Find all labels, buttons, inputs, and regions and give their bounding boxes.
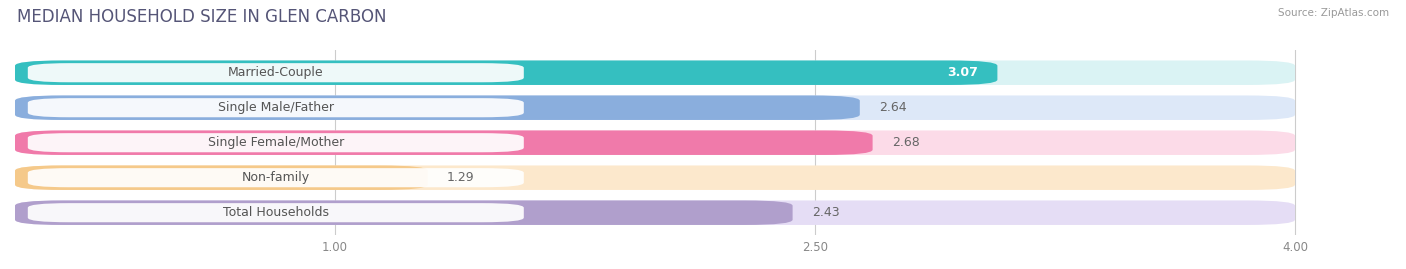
Text: Single Male/Father: Single Male/Father [218, 101, 333, 114]
FancyBboxPatch shape [15, 61, 1295, 85]
FancyBboxPatch shape [28, 203, 524, 222]
FancyBboxPatch shape [15, 130, 873, 155]
Text: Married-Couple: Married-Couple [228, 66, 323, 79]
FancyBboxPatch shape [28, 133, 524, 152]
FancyBboxPatch shape [15, 200, 793, 225]
Text: Single Female/Mother: Single Female/Mother [208, 136, 344, 149]
Text: Non-family: Non-family [242, 171, 309, 184]
FancyBboxPatch shape [15, 165, 1295, 190]
Text: 2.43: 2.43 [811, 206, 839, 219]
FancyBboxPatch shape [15, 95, 860, 120]
Text: 2.64: 2.64 [879, 101, 907, 114]
Text: Source: ZipAtlas.com: Source: ZipAtlas.com [1278, 8, 1389, 18]
Text: 3.07: 3.07 [948, 66, 979, 79]
FancyBboxPatch shape [15, 165, 427, 190]
FancyBboxPatch shape [15, 200, 1295, 225]
Text: 2.68: 2.68 [891, 136, 920, 149]
FancyBboxPatch shape [28, 168, 524, 187]
FancyBboxPatch shape [15, 61, 997, 85]
FancyBboxPatch shape [28, 63, 524, 82]
FancyBboxPatch shape [15, 95, 1295, 120]
Text: MEDIAN HOUSEHOLD SIZE IN GLEN CARBON: MEDIAN HOUSEHOLD SIZE IN GLEN CARBON [17, 8, 387, 26]
Text: 1.29: 1.29 [447, 171, 475, 184]
FancyBboxPatch shape [28, 98, 524, 117]
FancyBboxPatch shape [15, 130, 1295, 155]
Text: Total Households: Total Households [222, 206, 329, 219]
